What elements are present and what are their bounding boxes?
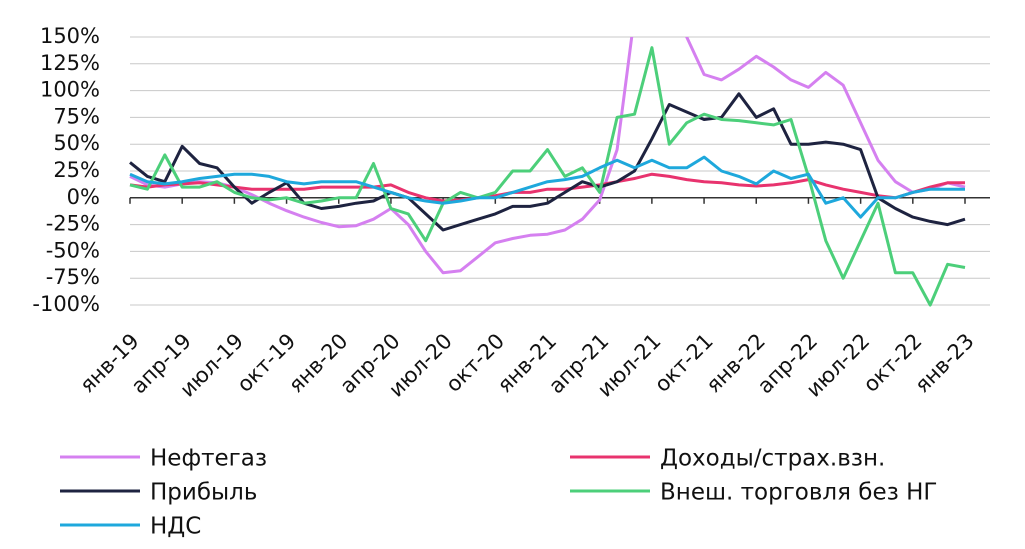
y-tick-label: 50% [53,131,100,155]
series-line [129,46,966,307]
y-tick-label: -100% [32,292,100,316]
y-tick-label: -25% [46,212,100,236]
series-line [129,37,966,275]
x-tick-label: янв-23 [910,329,979,398]
y-tick-label: 0% [67,185,100,209]
series-line [129,155,965,219]
y-tick-label: 125% [40,51,100,75]
legend-label: Прибыль [150,480,257,506]
y-tick-label: -75% [46,265,100,289]
y-tick-label: 100% [40,78,100,102]
y-tick-label: 25% [53,158,100,182]
y-tick-label: 150% [40,24,100,48]
labels: -100% -75% -50%-25% 0% 25% 50% 75%100% 125% 150%… [32,24,978,540]
series-line [129,172,965,203]
y-tick-label: 75% [53,104,100,128]
legend-label: НДС [150,514,201,540]
legend-label: Нефтегаз [150,446,267,472]
plot-area [129,37,966,307]
y-tick-label: -50% [46,238,100,262]
legend-label: Внеш. торговля без НГ [660,480,937,506]
series-line [129,92,966,232]
legend-label: Доходы/страх.взн. [660,446,885,472]
